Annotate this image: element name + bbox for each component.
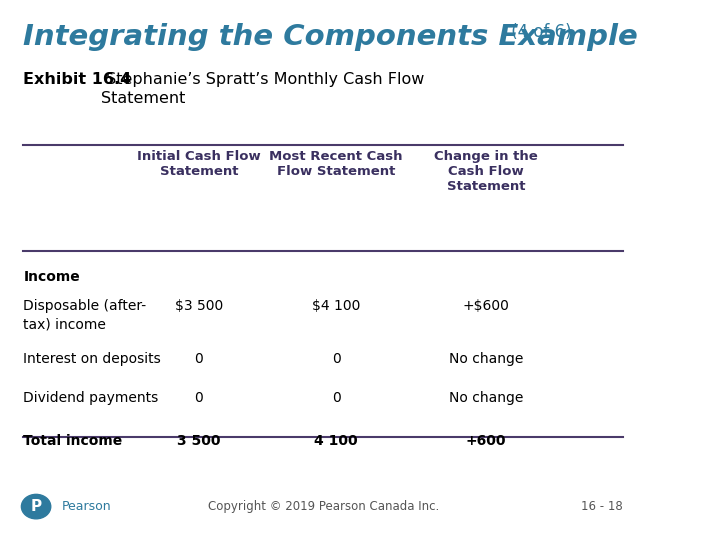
Text: Pearson: Pearson [62,500,111,513]
Text: No change: No change [449,353,523,367]
Text: (4 of 6): (4 of 6) [505,23,572,41]
Text: 0: 0 [332,353,341,367]
Text: Disposable (after-
tax) income: Disposable (after- tax) income [23,299,146,332]
Text: 4 100: 4 100 [314,434,358,448]
Text: Most Recent Cash
Flow Statement: Most Recent Cash Flow Statement [269,150,402,178]
Text: Integrating the Components Example: Integrating the Components Example [23,23,638,51]
Text: Stephanie’s Spratt’s Monthly Cash Flow
Statement: Stephanie’s Spratt’s Monthly Cash Flow S… [102,72,425,106]
Text: Initial Cash Flow
Statement: Initial Cash Flow Statement [137,150,261,178]
Text: +600: +600 [466,434,506,448]
Text: Exhibit 16.4: Exhibit 16.4 [23,72,132,87]
Text: 0: 0 [194,391,203,405]
Text: P: P [30,499,42,514]
Text: Total income: Total income [23,434,122,448]
Text: 0: 0 [194,353,203,367]
Text: Interest on deposits: Interest on deposits [23,353,161,367]
Text: $4 100: $4 100 [312,299,360,313]
Text: Dividend payments: Dividend payments [23,391,158,405]
Text: No change: No change [449,391,523,405]
Text: +$600: +$600 [462,299,510,313]
Text: $3 500: $3 500 [175,299,223,313]
Text: Copyright © 2019 Pearson Canada Inc.: Copyright © 2019 Pearson Canada Inc. [207,500,439,513]
Text: Change in the
Cash Flow
Statement: Change in the Cash Flow Statement [434,150,538,193]
Text: 16 - 18: 16 - 18 [582,500,624,513]
Text: Income: Income [23,270,80,284]
Circle shape [22,494,50,519]
Text: 3 500: 3 500 [177,434,220,448]
Text: 0: 0 [332,391,341,405]
